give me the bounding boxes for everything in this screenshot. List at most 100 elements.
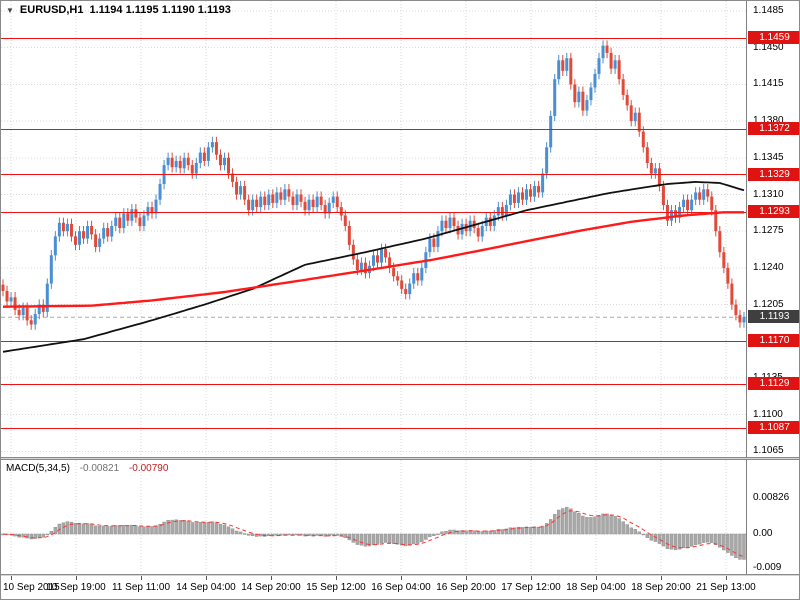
candle-up <box>557 60 561 80</box>
candle-up <box>408 283 412 295</box>
candle-down <box>698 192 702 200</box>
macd-bar <box>633 529 637 535</box>
panel-divider[interactable] <box>1 457 799 460</box>
time-label: 10 Sep 19:00 <box>46 582 106 593</box>
time-tick <box>726 576 727 580</box>
candle-up <box>601 45 605 59</box>
macd-axis[interactable]: 0.00826 0.00 -0.009 <box>746 460 799 574</box>
candle-up <box>428 238 432 253</box>
candle-up <box>577 91 581 103</box>
macd-bar <box>259 533 263 537</box>
candle-down <box>738 315 742 323</box>
price-chart-canvas[interactable] <box>1 1 746 458</box>
ma-black-line[interactable] <box>2 180 745 353</box>
price-axis[interactable]: 1.1485 1.1450 1.1415 1.1380 1.1345 1.1310 1.12… <box>746 1 799 458</box>
macd-bar <box>267 533 271 536</box>
macd-bar <box>226 526 231 535</box>
macd-bar <box>408 533 412 546</box>
macd-bar <box>492 530 496 535</box>
macd-bar <box>250 533 255 536</box>
candle-up <box>158 184 162 200</box>
time-label: 10 Sep 2015 <box>3 582 60 593</box>
macd-bar <box>621 521 625 535</box>
time-tick <box>466 576 467 580</box>
candle-up <box>45 283 49 312</box>
macd-bar <box>351 533 356 543</box>
macd-bar <box>649 533 654 541</box>
sr-price-badge: 1.1087 <box>748 421 799 435</box>
macd-bar <box>528 527 533 535</box>
candle-up <box>436 231 440 247</box>
time-label: 11 Sep 11:00 <box>111 582 171 593</box>
candle-up <box>53 236 57 256</box>
macd-bar <box>726 533 730 553</box>
macd-bar <box>41 533 45 538</box>
candle-down <box>625 94 629 106</box>
candle-down <box>645 147 649 163</box>
candle-down <box>231 173 235 182</box>
candle-up <box>110 226 114 237</box>
macd-bar <box>105 526 110 535</box>
macd-bar <box>706 533 710 543</box>
macd-bar <box>53 527 58 535</box>
sr-price-badge: 1.1329 <box>748 167 799 181</box>
macd-bar <box>230 528 235 535</box>
candle-up <box>49 255 53 284</box>
candle-down <box>605 45 609 53</box>
macd-bar <box>202 522 207 535</box>
candle-down <box>388 257 392 268</box>
macd-bar <box>110 525 114 535</box>
macd-bar <box>307 533 311 536</box>
candle-up <box>102 228 106 239</box>
candle-up <box>702 189 706 200</box>
macd-bar <box>335 533 339 536</box>
candle-down <box>355 259 359 270</box>
candle-up <box>448 217 452 229</box>
macd-bar <box>553 514 557 535</box>
macd-bar <box>412 533 416 545</box>
macd-bar <box>681 533 686 549</box>
time-axis[interactable]: 10 Sep 2015 10 Sep 19:00 11 Sep 11:00 14 Se… <box>1 576 799 599</box>
macd-canvas[interactable] <box>1 460 746 574</box>
macd-bar <box>73 523 78 535</box>
candle-down <box>17 309 21 316</box>
macd-bar <box>162 521 166 535</box>
candle-down <box>686 199 690 211</box>
candle-up <box>37 304 41 314</box>
macd-bar <box>589 517 593 535</box>
macd-bar <box>399 533 404 546</box>
candle-up <box>206 147 210 161</box>
candle-down <box>621 79 625 95</box>
macd-bar <box>404 533 408 547</box>
candle-up <box>597 58 601 74</box>
candle-down <box>512 194 516 203</box>
candle-down <box>138 217 142 226</box>
macd-bar <box>476 531 480 535</box>
macd-bar <box>214 522 219 535</box>
macd-bar <box>295 533 299 536</box>
ma-red-line[interactable] <box>3 211 744 308</box>
macd-signal-line[interactable] <box>2 510 745 558</box>
macd-bar <box>585 517 589 535</box>
macd-bar <box>69 521 74 535</box>
candle-down <box>665 205 669 221</box>
macd-bar <box>387 533 392 544</box>
macd-bar <box>142 526 146 535</box>
macd-bar <box>89 523 94 535</box>
candle-up <box>122 213 126 229</box>
candle-down <box>134 209 138 218</box>
ohlc-values: 1.1194 1.1195 1.1190 1.1193 <box>89 4 231 16</box>
candle-down <box>311 199 315 207</box>
macd-bar <box>61 522 66 535</box>
macd-bar <box>206 522 211 535</box>
macd-bar <box>710 533 714 544</box>
macd-bar <box>130 524 134 535</box>
macd-bar <box>669 533 674 550</box>
candle-down <box>351 244 355 260</box>
candle-up <box>166 157 170 166</box>
sr-price-badge: 1.1170 <box>748 334 799 348</box>
candle-up <box>21 307 25 316</box>
candle-down <box>335 196 339 208</box>
sr-price-badge: 1.1293 <box>748 205 799 219</box>
candle-down <box>674 210 678 218</box>
